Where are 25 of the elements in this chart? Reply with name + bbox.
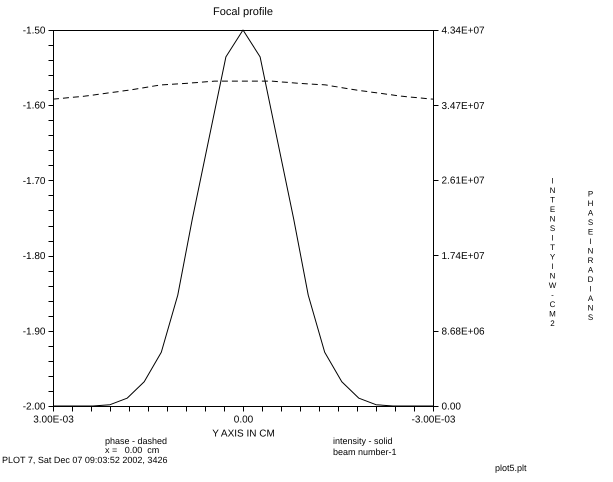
y-tick-label: -1.80 [22,251,46,262]
x-tick-label: 0.00 [234,414,254,426]
y-tick-label: -1.50 [22,26,46,36]
y2-tick-label: 3.47E+07 [442,100,486,112]
text: PLOT 7, Sat Dec 07 09:03:52 2002, 3426 [2,455,168,465]
x-tick-label: -3.00E-03 [412,414,456,426]
y2-tick-label: 2.61E+07 [442,175,486,186]
y-tick-label: -1.60 [22,100,46,112]
text: INTENSITY IN W-CM2 [548,176,556,328]
text: beam number-1 [333,447,397,457]
chart-title: Focal profile [213,6,273,18]
text: intensity - solid [333,436,393,446]
text: PHASE IN RADIANS [588,190,594,322]
y-tick-label: -1.90 [22,326,46,338]
text: plot5.plt [495,463,527,473]
y2-tick-label: 4.34E+07 [442,26,486,36]
text: phase - dashed [105,436,168,446]
text: x = 0.00 cm [105,445,160,455]
y-tick-label: -1.70 [22,176,46,187]
y2-tick-label: 8.68E+06 [442,326,486,338]
x-axis-title: Y AXIS IN CM [212,428,275,440]
y2-tick-label: 1.74E+07 [442,250,486,262]
y-tick-label: -2.00 [22,402,46,412]
y2-tick-label: 0.00 [442,402,462,412]
x-tick-label: 3.00E-03 [33,414,74,426]
